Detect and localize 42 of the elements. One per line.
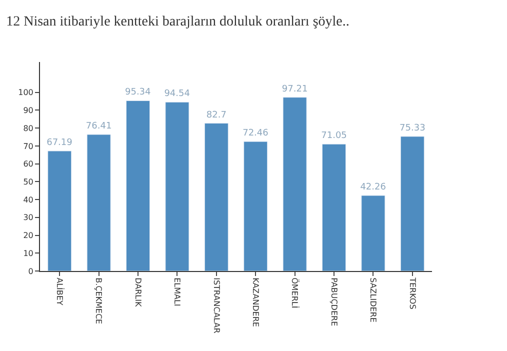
data-label: 94.54 — [164, 89, 190, 100]
y-tick-label: 60 — [23, 160, 34, 169]
x-tick-label: ALİBEY — [55, 278, 65, 306]
x-tick-label: PABUÇDERE — [329, 278, 338, 326]
y-tick-label: 0 — [28, 266, 34, 276]
x-tick-label: SAZLIDERE — [368, 278, 378, 322]
x-tick-label: TERKOS — [408, 276, 417, 310]
data-label: 95.34 — [124, 88, 152, 98]
bar — [361, 195, 386, 271]
y-tick-label: 20 — [23, 231, 34, 240]
x-tick-label: B.ÇEKMECE — [94, 278, 104, 324]
x-tick-label: KAZANDERE — [251, 278, 260, 327]
data-label: 72.46 — [242, 128, 269, 139]
chart-title: 12 Nisan itibariyle kentteki barajların doluluk oranları şöyle.. — [6, 14, 350, 30]
data-label: 97.21 — [282, 84, 308, 94]
bar — [322, 144, 346, 271]
y-tick-label: 10 — [23, 248, 34, 258]
data-label: 82.7 — [206, 110, 226, 120]
bar — [126, 100, 150, 271]
y-tick-label: 50 — [23, 177, 34, 186]
x-tick-label: DARLIK — [133, 278, 142, 308]
bar — [48, 150, 72, 271]
bar — [165, 102, 190, 271]
y-tick-label: 70 — [23, 142, 34, 151]
data-label: 42.26 — [360, 182, 386, 193]
bar — [86, 134, 111, 271]
bar — [400, 136, 424, 271]
y-tick-label: 40 — [23, 195, 34, 204]
data-label: 67.19 — [46, 138, 73, 148]
bar — [282, 97, 307, 271]
data-label: 75.33 — [400, 123, 426, 134]
data-label: 76.41 — [86, 122, 112, 132]
bar — [204, 123, 228, 271]
data-label: 71.05 — [321, 131, 347, 142]
bar — [244, 141, 268, 271]
y-tick-label: 80 — [23, 124, 34, 133]
y-tick-label: 30 — [23, 213, 34, 222]
x-tick-label: ÖMERLİ — [290, 278, 300, 308]
x-tick-label: ISTRANCALAR — [212, 278, 221, 334]
x-tick-label: ELMALI — [172, 278, 182, 306]
y-tick-label: 100 — [18, 88, 34, 98]
y-tick-label: 90 — [23, 106, 34, 116]
